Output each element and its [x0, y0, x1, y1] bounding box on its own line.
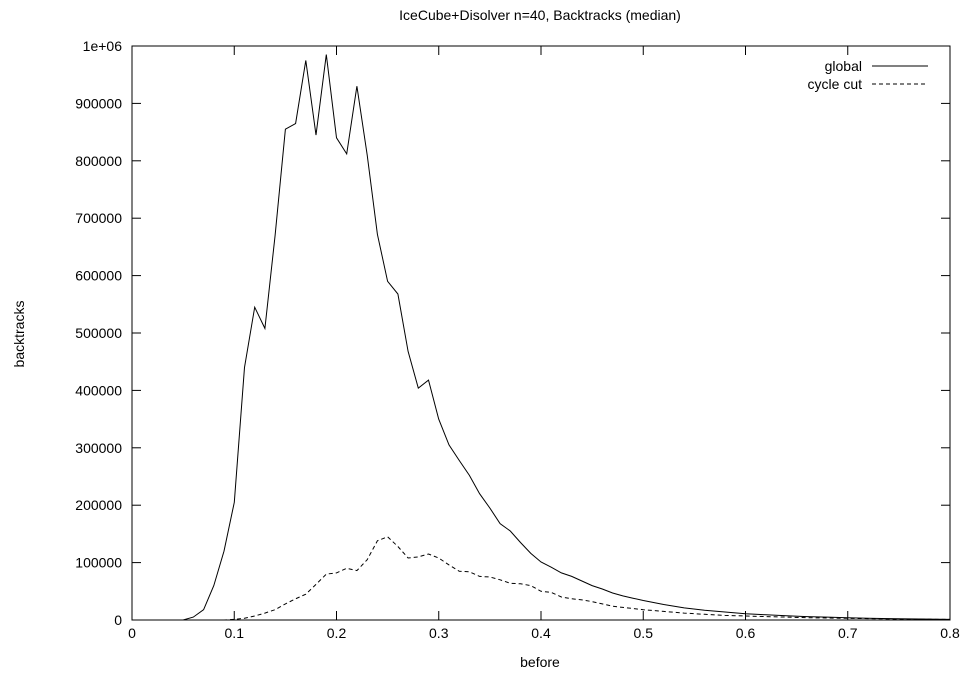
- series-line-cycle-cut: [132, 536, 951, 621]
- x-tick-label: 0.1: [225, 625, 245, 641]
- chart-title: IceCube+Disolver n=40, Backtracks (media…: [399, 7, 681, 23]
- y-tick-label: 0: [114, 612, 122, 628]
- x-tick-label: 0.5: [634, 625, 654, 641]
- legend-label: global: [825, 58, 862, 74]
- y-tick-label: 900000: [75, 95, 122, 111]
- legend-label: cycle cut: [808, 76, 863, 92]
- y-axis-label: backtracks: [11, 301, 27, 368]
- y-tick-label: 800000: [75, 153, 122, 169]
- x-tick-label: 0.8: [940, 625, 960, 641]
- plot-frame: [131, 45, 951, 621]
- legend: global cycle cut: [808, 58, 928, 92]
- y-tick-label: 100000: [75, 555, 122, 571]
- y-tick-label: 200000: [75, 497, 122, 513]
- y-tick-label: 500000: [75, 325, 122, 341]
- x-tick-label: 0.3: [429, 625, 449, 641]
- x-tick-label: 0.6: [736, 625, 756, 641]
- x-tick-label: 0: [128, 625, 136, 641]
- series-line-global: [132, 54, 951, 621]
- axes: 0 0.1 0.2 0.3 0.4 0.5 0.6 0.7 0.8 0 100000 200000 30…: [75, 38, 960, 641]
- x-tick-label: 0.4: [531, 625, 551, 641]
- y-tick-label: 400000: [75, 382, 122, 398]
- y-tick-label: 600000: [75, 268, 122, 284]
- y-tick-label: 300000: [75, 440, 122, 456]
- y-tick-label: 1e+06: [83, 38, 123, 54]
- x-tick-label: 0.7: [838, 625, 858, 641]
- series-layer: [132, 54, 951, 621]
- x-tick-label: 0.2: [327, 625, 347, 641]
- x-axis-label: before: [520, 654, 560, 670]
- y-tick-label: 700000: [75, 210, 122, 226]
